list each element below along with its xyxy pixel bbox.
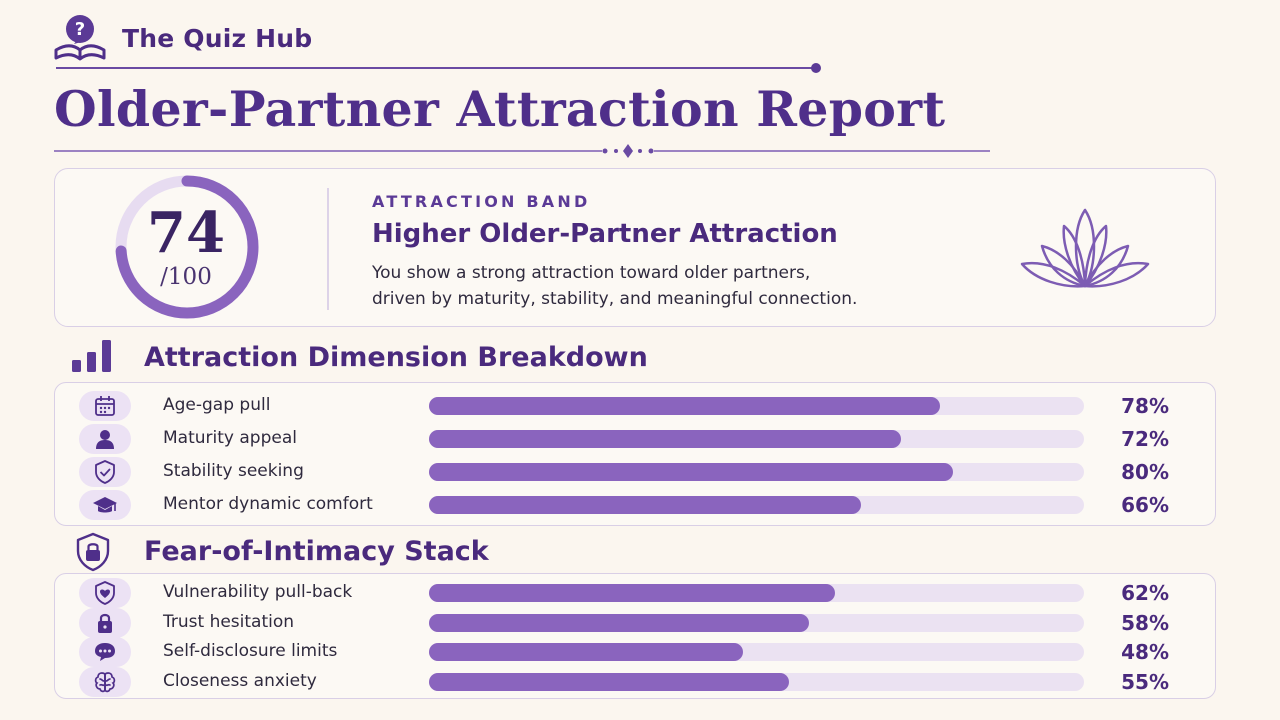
person-icon	[79, 424, 131, 454]
band-description-line-1: You show a strong attraction toward olde…	[372, 263, 811, 283]
dimension-bar-track	[429, 463, 1084, 481]
intimacy-row-vulnerability: Vulnerability pull-back 62%	[55, 578, 1215, 608]
intimacy-panel: Vulnerability pull-back 62% Trust hesita…	[54, 573, 1216, 699]
dimension-bar-fill	[429, 463, 953, 481]
dimension-label: Maturity appeal	[163, 428, 297, 448]
dimension-bar-track	[429, 496, 1084, 514]
intimacy-percent: 58%	[1121, 611, 1169, 635]
shield-lock-icon	[76, 532, 110, 572]
intimacy-percent: 48%	[1121, 640, 1169, 664]
dimension-label: Mentor dynamic comfort	[163, 494, 373, 514]
page-title: Older-Partner Attraction Report	[54, 80, 946, 138]
dimension-percent: 78%	[1121, 394, 1169, 418]
svg-text:?: ?	[75, 19, 85, 40]
brand-name: The Quiz Hub	[122, 23, 313, 53]
intimacy-percent: 55%	[1121, 670, 1169, 694]
book-question-icon: ?	[54, 15, 106, 61]
dimension-percent: 66%	[1121, 493, 1169, 517]
bar-chart-icon	[72, 340, 111, 372]
dimension-bar-track	[429, 397, 1084, 415]
intimacy-row-closeness: Closeness anxiety 55%	[55, 667, 1215, 697]
intimacy-bar-track	[429, 584, 1084, 602]
band-description-line-2: driven by maturity, stability, and meani…	[372, 289, 858, 309]
dimension-label: Stability seeking	[163, 461, 304, 481]
score-max: /100	[160, 264, 212, 290]
title-divider	[54, 144, 990, 158]
calendar-icon	[79, 391, 131, 421]
intimacy-bar-fill	[429, 673, 790, 691]
section-title-intimacy: Fear-of-Intimacy Stack	[144, 536, 489, 567]
score-ring	[115, 175, 259, 319]
dimension-percent: 80%	[1121, 460, 1169, 484]
dimensions-panel: Age-gap pull 78% Maturity appeal 72% Sta…	[54, 382, 1216, 526]
shield-heart-icon	[79, 578, 131, 608]
dimension-row-age-gap: Age-gap pull 78%	[55, 391, 1215, 421]
intimacy-label: Vulnerability pull-back	[163, 582, 353, 602]
shield-check-icon	[79, 457, 131, 487]
dimension-bar-fill	[429, 496, 862, 514]
brain-icon	[79, 667, 131, 697]
dimension-bar-fill	[429, 430, 901, 448]
lotus-icon	[1020, 208, 1150, 288]
intimacy-bar-track	[429, 643, 1084, 661]
summary-divider	[327, 188, 329, 310]
intimacy-row-disclosure: Self-disclosure limits 48%	[55, 637, 1215, 667]
intimacy-bar-track	[429, 614, 1084, 632]
graduation-cap-icon	[79, 490, 131, 520]
dimension-row-stability: Stability seeking 80%	[55, 457, 1215, 487]
section-title-dimensions: Attraction Dimension Breakdown	[144, 342, 648, 373]
dimension-bar-fill	[429, 397, 940, 415]
dimension-percent: 72%	[1121, 427, 1169, 451]
band-description: You show a strong attraction toward olde…	[372, 260, 932, 312]
intimacy-row-trust: Trust hesitation 58%	[55, 608, 1215, 638]
band-name: Higher Older-Partner Attraction	[372, 219, 838, 249]
chat-bubble-icon	[79, 637, 131, 667]
lock-icon	[79, 608, 131, 638]
dimension-row-maturity: Maturity appeal 72%	[55, 424, 1215, 454]
intimacy-bar-track	[429, 673, 1084, 691]
brand: ? The Quiz Hub	[52, 12, 312, 64]
dimension-row-mentor: Mentor dynamic comfort 66%	[55, 490, 1215, 520]
intimacy-label: Closeness anxiety	[163, 671, 317, 691]
score-ring-progress	[115, 175, 259, 319]
score-value: 74	[147, 200, 225, 266]
intimacy-bar-fill	[429, 643, 744, 661]
intimacy-bar-fill	[429, 584, 836, 602]
band-label: ATTRACTION BAND	[372, 192, 591, 211]
brand-divider	[56, 63, 821, 73]
dimension-bar-track	[429, 430, 1084, 448]
intimacy-bar-fill	[429, 614, 809, 632]
intimacy-label: Trust hesitation	[163, 612, 295, 632]
intimacy-label: Self-disclosure limits	[163, 641, 338, 661]
dimension-label: Age-gap pull	[163, 395, 271, 415]
intimacy-percent: 62%	[1121, 581, 1169, 605]
